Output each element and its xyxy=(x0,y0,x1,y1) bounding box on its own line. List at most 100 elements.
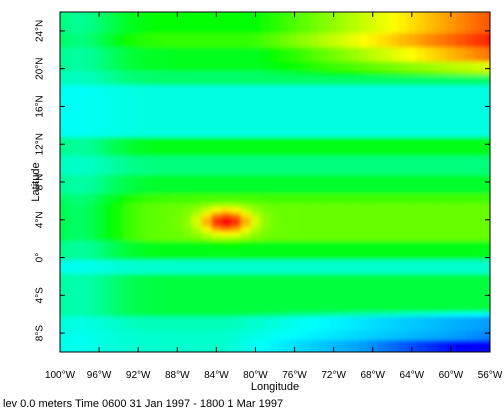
heatmap-cell xyxy=(231,89,242,96)
heatmap-cell xyxy=(358,231,369,237)
heatmap-cell xyxy=(416,340,428,346)
heatmap-cell xyxy=(94,326,105,332)
heatmap-cell xyxy=(113,94,125,100)
heatmap-cell xyxy=(113,274,125,280)
heatmap-cell xyxy=(221,127,232,134)
heatmap-cell xyxy=(162,14,173,20)
heatmap-cell xyxy=(465,132,476,138)
heatmap-cell xyxy=(182,292,193,299)
heatmap-cell xyxy=(387,89,398,96)
heatmap-cell xyxy=(240,19,252,25)
heatmap-cell xyxy=(338,61,349,67)
heatmap-cell xyxy=(426,52,437,58)
heatmap-cell xyxy=(182,198,193,204)
heatmap-cell xyxy=(328,99,340,105)
heatmap-cell xyxy=(289,113,301,119)
heatmap-cell xyxy=(260,198,271,204)
heatmap-cell xyxy=(465,37,476,44)
heatmap-cell xyxy=(250,297,261,304)
heatmap-cell xyxy=(455,302,467,308)
heatmap-cell xyxy=(270,193,281,200)
heatmap-cell xyxy=(60,274,66,280)
heatmap-cell xyxy=(426,311,437,318)
heatmap-cell xyxy=(182,226,193,233)
heatmap-cell xyxy=(377,66,388,72)
heatmap-cell xyxy=(143,283,154,289)
heatmap-cell xyxy=(182,151,193,157)
heatmap-cell xyxy=(123,274,134,280)
heatmap-cell xyxy=(426,326,437,332)
heatmap-cell xyxy=(377,12,388,15)
heatmap-cell xyxy=(152,156,164,162)
heatmap-cell xyxy=(162,66,173,72)
heatmap-cell xyxy=(201,94,213,100)
heatmap-cell xyxy=(84,207,95,214)
heatmap-cell xyxy=(172,137,183,143)
heatmap-cell xyxy=(446,217,457,223)
heatmap-cell xyxy=(103,217,115,223)
heatmap-cell xyxy=(299,344,310,351)
heatmap-cell xyxy=(84,151,95,157)
heatmap-cell xyxy=(299,89,310,96)
heatmap-cell xyxy=(123,61,134,67)
heatmap-cell xyxy=(231,269,242,275)
heatmap-cell xyxy=(211,292,222,299)
heatmap-cell xyxy=(406,85,418,91)
heatmap-cell xyxy=(250,66,261,72)
heatmap-cell xyxy=(221,33,232,39)
heatmap-cell xyxy=(74,122,86,129)
heatmap-cell xyxy=(143,292,154,299)
heatmap-cell xyxy=(270,61,281,67)
heatmap-cell xyxy=(318,292,330,299)
heatmap-cell xyxy=(279,23,291,30)
heatmap-cell xyxy=(318,47,330,53)
heatmap-cell xyxy=(358,132,369,138)
heatmap-cell xyxy=(74,37,86,44)
heatmap-cell xyxy=(436,278,447,285)
heatmap-cell xyxy=(367,94,379,100)
heatmap-cell xyxy=(279,203,291,209)
heatmap-cell xyxy=(475,23,486,30)
heatmap-cell xyxy=(60,222,66,228)
heatmap-cell xyxy=(123,137,134,143)
heatmap-cell xyxy=(367,80,379,86)
heatmap-cell xyxy=(201,311,213,318)
heatmap-cell xyxy=(250,19,261,25)
heatmap-cell xyxy=(260,146,271,152)
heatmap-cell xyxy=(377,335,388,341)
heatmap-cell xyxy=(191,99,203,105)
heatmap-cell xyxy=(318,14,330,20)
heatmap-cell xyxy=(299,311,310,318)
x-tick-label: 84°W xyxy=(204,370,229,381)
heatmap-cell xyxy=(94,241,105,247)
heatmap-cell xyxy=(221,274,232,280)
heatmap-cell xyxy=(162,165,173,171)
heatmap-cell xyxy=(113,207,125,214)
heatmap-cell xyxy=(60,14,66,20)
heatmap-cell xyxy=(377,33,388,39)
heatmap-cell xyxy=(103,141,115,148)
heatmap-cell xyxy=(103,222,115,228)
heatmap-cell xyxy=(397,12,408,15)
heatmap-cell xyxy=(123,42,134,49)
heatmap-cell xyxy=(113,132,125,138)
heatmap-cell xyxy=(318,321,330,327)
heatmap-cell xyxy=(465,99,476,105)
heatmap-cell xyxy=(289,19,301,25)
heatmap-cell xyxy=(328,94,340,100)
heatmap-cell xyxy=(240,179,252,185)
heatmap-cell xyxy=(240,349,252,352)
heatmap-cell xyxy=(231,278,242,285)
heatmap-cell xyxy=(465,335,476,341)
heatmap-cell xyxy=(397,264,408,270)
heatmap-cell xyxy=(465,170,476,176)
heatmap-cell xyxy=(123,236,134,242)
heatmap-cell xyxy=(221,151,232,157)
heatmap-cell xyxy=(406,165,418,171)
heatmap-cell xyxy=(289,250,301,256)
heatmap-cell xyxy=(84,344,95,351)
heatmap-cell xyxy=(318,288,330,294)
heatmap-cell xyxy=(103,288,115,294)
heatmap-cell xyxy=(309,113,320,119)
heatmap-cell xyxy=(221,250,232,256)
